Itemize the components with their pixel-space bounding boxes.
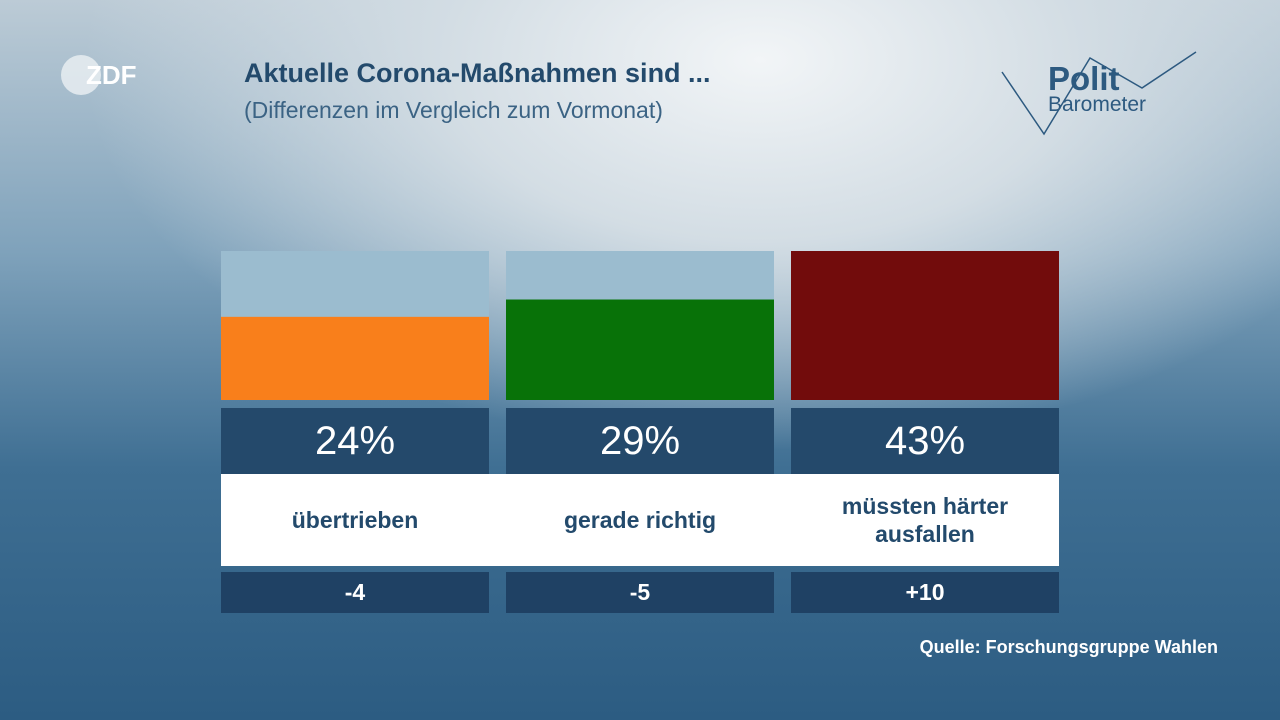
zdf-logo-text: ZDF (86, 60, 137, 90)
chart-title: Aktuelle Corona-Maßnahmen sind ... (244, 58, 711, 88)
category-label-2: müssten härter ausfallen (791, 474, 1059, 566)
value-label-0: 24% (221, 408, 489, 474)
value-label-2: 43% (791, 408, 1059, 474)
difference-label-2: +10 (791, 572, 1059, 613)
chart-subtitle: (Differenzen im Vergleich zum Vormonat) (244, 97, 663, 123)
category-label-0: übertrieben (221, 474, 489, 566)
category-label-1: gerade richtig (506, 474, 774, 566)
difference-label-1: -5 (506, 572, 774, 613)
bar-track-2 (791, 251, 1059, 400)
bar-2 (791, 251, 1059, 400)
bar-0 (221, 316, 489, 400)
logo-polit-text: Polit (1048, 60, 1120, 97)
value-label-1: 29% (506, 408, 774, 474)
difference-label-0: -4 (221, 572, 489, 613)
bar-track-0 (221, 251, 489, 400)
source-note: Quelle: Forschungsgruppe Wahlen (919, 637, 1218, 657)
bar-1 (506, 299, 774, 400)
politbarometer-logo: Polit Barometer (1001, 51, 1197, 136)
zdf-logo: ZDF (61, 55, 137, 95)
logo-barometer-text: Barometer (1048, 93, 1146, 116)
bar-track-1 (506, 251, 774, 400)
